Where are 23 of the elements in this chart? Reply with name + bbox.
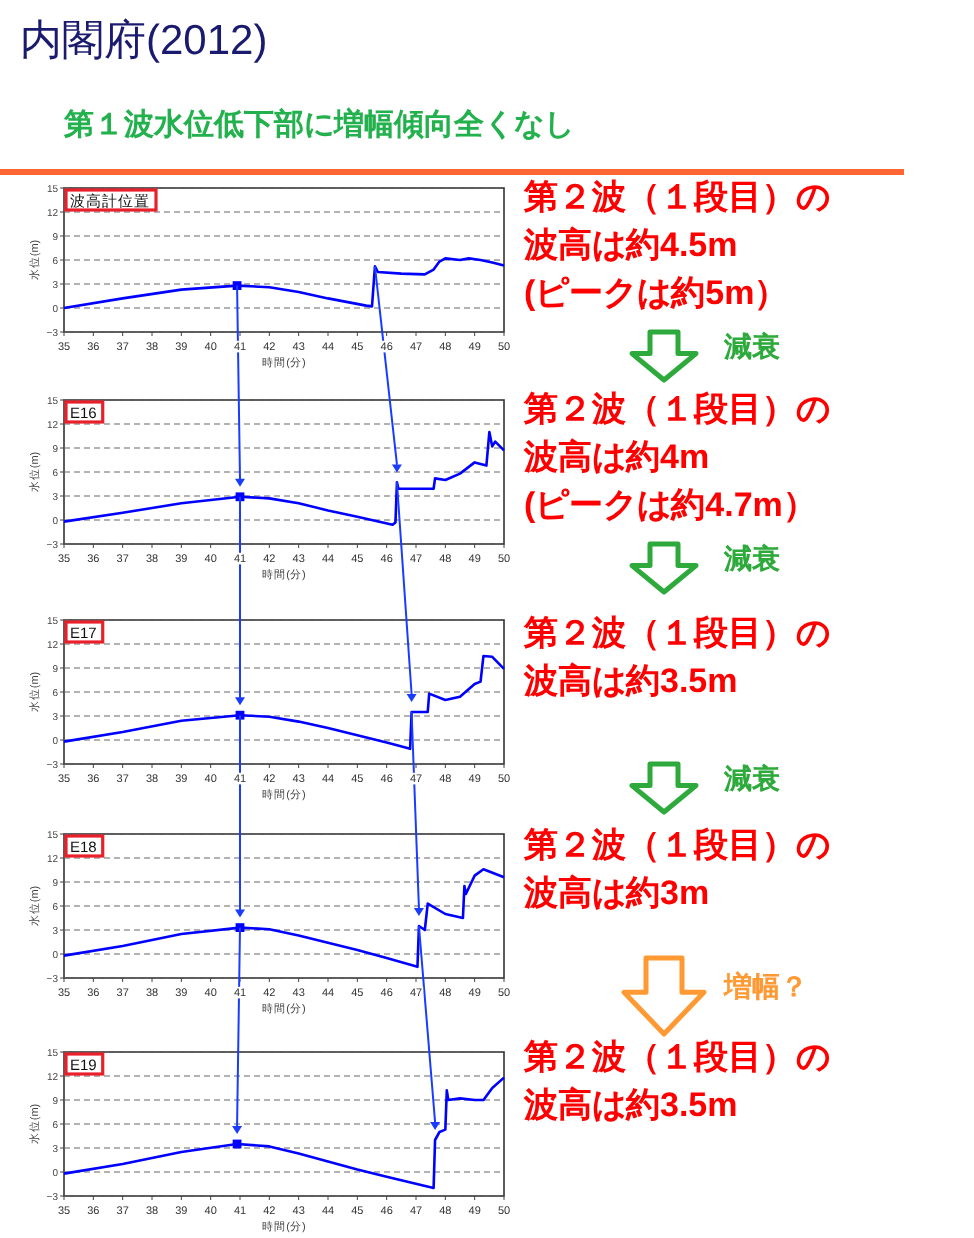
line-series — [62, 654, 506, 751]
text: 第２波（１段目）の — [522, 178, 830, 216]
text: 波高は約3m — [522, 874, 710, 912]
text: 減衰 — [722, 542, 780, 574]
line-series — [62, 430, 506, 527]
text: 第２波（１段目）の — [522, 390, 830, 428]
text: 減衰 — [722, 330, 780, 362]
line-series — [62, 257, 506, 310]
line-series — [62, 867, 506, 969]
chart-title: 内閣府(2012) — [20, 18, 268, 64]
text: 波高は約3.5m — [522, 662, 738, 700]
text: 波高は約4.5m — [522, 226, 738, 264]
text: 第２波（１段目）の — [522, 614, 830, 652]
chart-subtitle: 第１波水位低下部に増幅傾向全くなし — [62, 106, 574, 142]
text: 第２波（１段目）の — [522, 826, 830, 864]
text: 増幅？ — [722, 970, 808, 1002]
text: 減衰 — [722, 762, 780, 794]
text: 波高は約4m — [522, 438, 710, 476]
text: (ピークは約4.7m） — [524, 486, 817, 524]
line-series — [62, 1076, 506, 1190]
text: (ピークは約5m） — [524, 274, 789, 312]
text: 波高は約3.5m — [522, 1086, 738, 1124]
text: 第２波（１段目）の — [522, 1038, 830, 1076]
